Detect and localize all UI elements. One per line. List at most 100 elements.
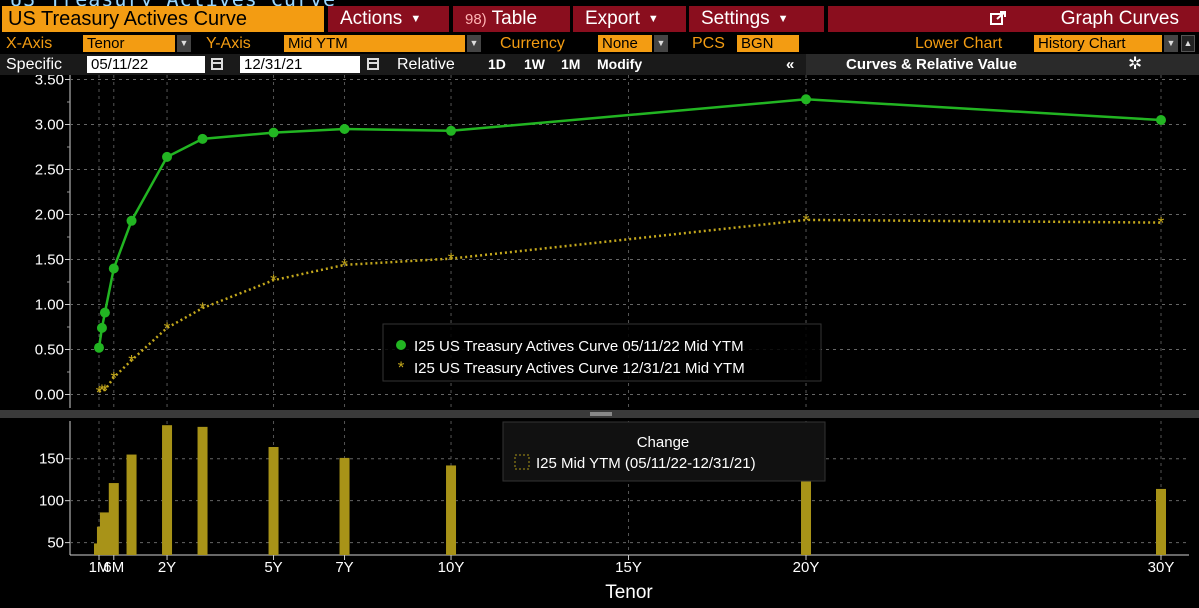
yaxis-label: Y-Axis [206,35,251,52]
graph-curves-label: Graph Curves [1060,8,1179,29]
change-bar [339,457,350,555]
export-menu[interactable]: Export ▼ [573,6,686,32]
calendar-icon[interactable] [367,58,379,70]
series-12-31-21-point: * [96,383,103,402]
x-tick-label: 1M [89,559,110,576]
axis-settings-bar: X-Axis Tenor ▼ Y-Axis Mid YTM ▼ Currency… [0,33,1199,54]
y-tick-label: 3.50 [35,75,64,89]
series-05-11-22-point [446,125,457,136]
lower-chart: 50 100 150 Change I25 Mid YTM (05/11/22-12/3… [39,421,1189,603]
series-12-31-21-point: * [803,211,810,230]
collapse-button[interactable]: « [786,56,795,73]
title-remnant: US Treasury Actives Curve [0,0,1199,6]
x-tick-label: 15Y [615,559,642,576]
y-tick-label: 2.00 [35,207,64,224]
toolbar: US Treasury Actives Curve Actions ▼ 98) T… [0,6,1199,32]
lower-y-tick-label: 100 [39,493,64,510]
series-12-31-21-point: * [199,299,206,318]
pcs-label: PCS [692,35,725,52]
lower-y-tick-label: 50 [47,535,64,552]
pcs-field[interactable]: BGN [737,35,799,52]
series-12-31-21-point: * [99,381,106,400]
series-05-11-22-point [96,322,107,333]
change-legend-title: Change [637,434,690,451]
lower-chart-label: Lower Chart [915,35,1003,52]
lower-chart-select[interactable]: History Chart [1034,35,1162,52]
date-input-1[interactable]: 05/11/22 [87,56,205,73]
graph-curves-button[interactable]: Graph Curves [828,6,1199,32]
chevron-down-icon: ▼ [777,13,789,25]
series-05-11-22-point [268,127,279,138]
app-title: US Treasury Actives Curve [2,6,324,32]
gear-icon[interactable]: ✲ [1128,54,1143,73]
x-tick-label: 6M [103,559,124,576]
x-tick-label: 2Y [158,559,176,576]
scroll-up-button[interactable]: ▲ [1181,35,1195,52]
y-tick-label: 3.00 [35,117,64,134]
calendar-icon[interactable] [211,58,223,70]
xaxis-select[interactable]: Tenor [83,35,175,52]
date-input-2[interactable]: 12/31/21 [240,56,360,73]
series-05-11-22-point [339,124,350,134]
currency-label: Currency [500,35,565,52]
curves-panel-bar: Curves & Relative Value ✲ [806,54,1199,75]
series-12-31-21-point: * [1158,214,1165,233]
legend-box [382,323,822,382]
x-tick-label: 5Y [264,559,282,576]
series-05-11-22-point [99,307,110,318]
x-tick-label: 30Y [1148,559,1175,576]
change-legend-label: I25 Mid YTM (05/11/22-12/31/21) [536,455,756,472]
y-tick-label: 1.50 [35,252,64,269]
x-tick-label: 7Y [335,559,353,576]
settings-menu[interactable]: Settings ▼ [689,6,824,32]
legend-label-2: I25 US Treasury Actives Curve 12/31/21 M… [414,360,745,377]
chevron-down-icon[interactable]: ▼ [177,35,191,52]
change-bar [162,425,173,555]
legend-label-1: I25 US Treasury Actives Curve 05/11/22 M… [414,338,744,355]
x-axis-title: Tenor [605,582,653,603]
settings-label: Settings [701,8,770,29]
date-bar: Specific 05/11/22 12/31/21 Relative 1D 1… [0,54,1199,75]
button-1w[interactable]: 1W [524,56,545,72]
chevron-down-icon[interactable]: ▼ [467,35,481,52]
series-05-11-22-point [108,263,119,274]
change-bar [268,447,279,555]
legend-marker-1 [396,340,406,350]
change-bar [1156,488,1166,555]
actions-label: Actions [340,8,403,29]
x-tick-label: 10Y [438,559,465,576]
series-05-11-22-point [162,151,173,162]
lower-y-tick-label: 150 [39,451,64,468]
chevron-down-icon[interactable]: ▼ [1164,35,1178,52]
series-05-11-22-point [197,133,208,144]
change-bar [99,512,110,555]
table-button[interactable]: 98) Table [453,6,570,32]
chevron-down-icon: ▼ [410,13,422,25]
change-bar [446,465,457,555]
button-1d[interactable]: 1D [488,56,506,72]
button-1m[interactable]: 1M [561,56,581,72]
y-tick-label: 2.50 [35,162,64,179]
table-shortcut: 98) [465,11,487,28]
yield-chart: 0.00 0.50 1.00 1.50 2.00 2.50 3.00 3.50 * * * * * * * *… [0,75,1199,603]
change-bar [108,483,119,555]
y-tick-label: 0.50 [35,342,64,359]
relative-label: Relative [397,56,455,73]
series-12-31-21-point: * [164,319,171,338]
x-tick-label: 20Y [793,559,820,576]
series-12-31-21-point: * [102,381,109,400]
currency-select[interactable]: None [598,35,652,52]
series-05-11-22-point [94,342,104,353]
yaxis-select[interactable]: Mid YTM [284,35,465,52]
modify-button[interactable]: Modify [597,56,643,72]
change-legend-box [502,421,826,482]
y-tick-label: 1.00 [35,297,64,314]
y-tick-label: 0.00 [35,387,64,404]
export-label: Export [585,8,640,29]
chevron-down-icon[interactable]: ▼ [654,35,668,52]
external-link-icon [990,11,1006,25]
series-12-31-21-point: * [270,271,277,290]
change-bar [126,454,137,555]
actions-menu[interactable]: Actions ▼ [328,6,449,32]
series-05-11-22-point [1156,115,1166,125]
